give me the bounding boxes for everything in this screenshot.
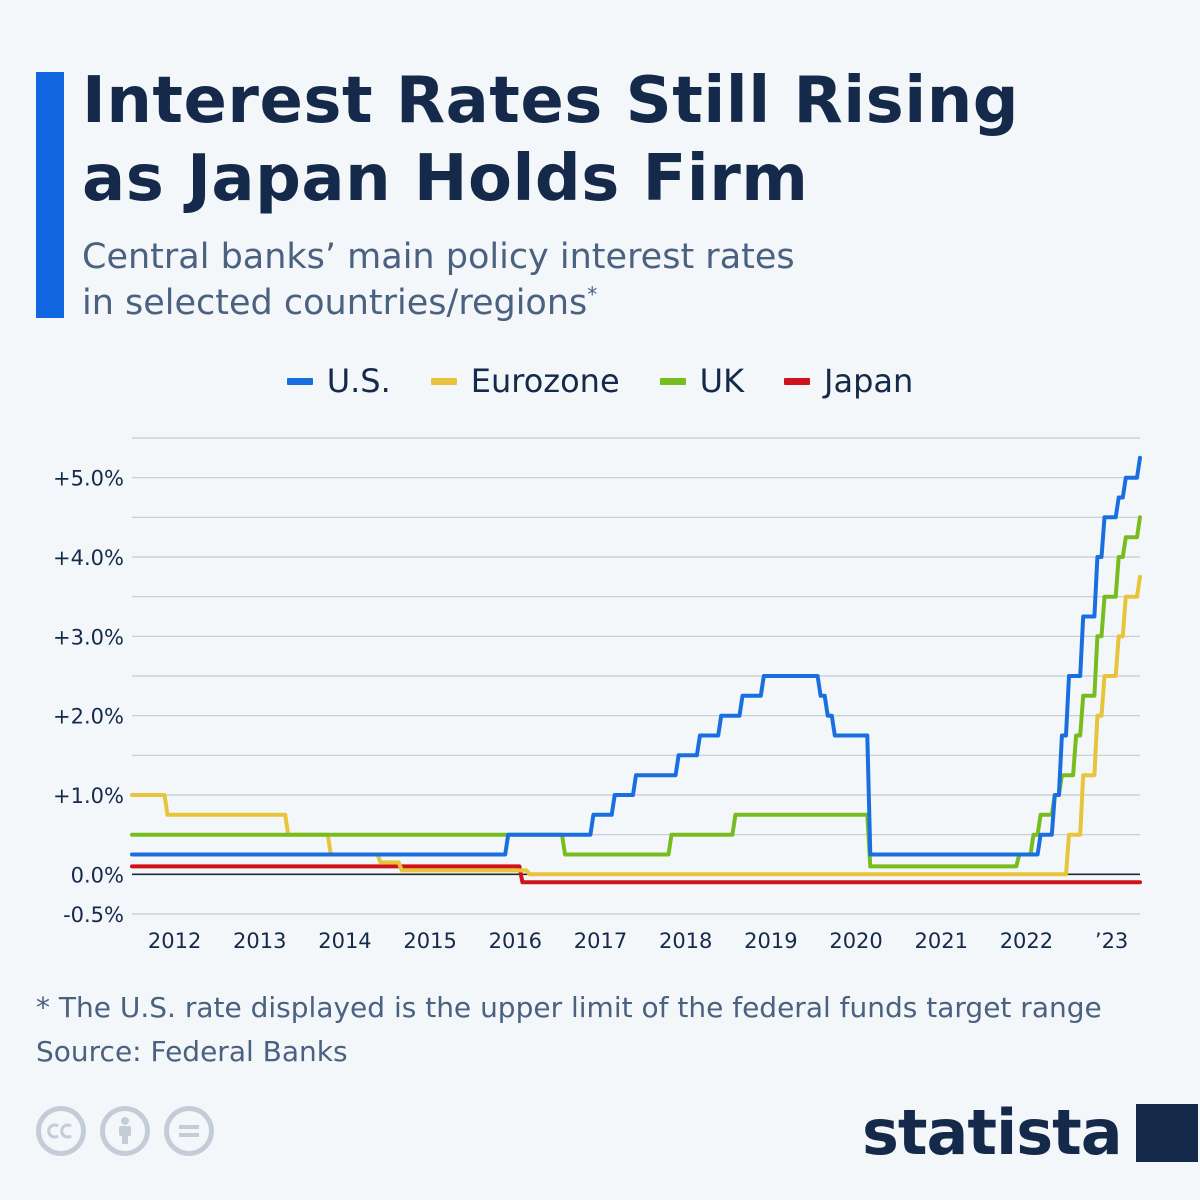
y-tick-label: +3.0% bbox=[53, 625, 124, 649]
y-tick-label: +2.0% bbox=[53, 705, 124, 729]
legend-item-uk: UK bbox=[659, 362, 745, 400]
subtitle-footnote-mark: * bbox=[587, 282, 598, 307]
brand: statista bbox=[862, 1098, 1198, 1168]
chart-legend: U.S. Eurozone UK Japan bbox=[0, 362, 1200, 400]
x-tick-label: 2020 bbox=[829, 929, 882, 953]
x-tick-label: 2019 bbox=[744, 929, 797, 953]
chart-subtitle: Central banks’ main policy interest rate… bbox=[82, 234, 1082, 326]
source-text: Source: Federal Banks bbox=[36, 1035, 348, 1068]
legend-label-uk: UK bbox=[699, 362, 745, 400]
legend-item-eurozone: Eurozone bbox=[430, 362, 620, 400]
y-tick-label: -0.5% bbox=[63, 903, 124, 927]
axis-layer: +5.0% +4.0% +3.0% +2.0% +1.0% 0.0% -0.5% 2012 20… bbox=[53, 467, 1128, 953]
x-tick-label: ’23 bbox=[1095, 929, 1128, 953]
y-tick-label: +1.0% bbox=[53, 784, 124, 808]
y-tick-label: +5.0% bbox=[53, 467, 124, 491]
x-tick-label: 2015 bbox=[403, 929, 456, 953]
legend-item-us: U.S. bbox=[286, 362, 391, 400]
x-tick-label: 2017 bbox=[574, 929, 627, 953]
title-accent-bar bbox=[36, 72, 64, 318]
statista-logo-icon bbox=[1135, 1104, 1198, 1162]
x-tick-label: 2018 bbox=[659, 929, 712, 953]
legend-swatch-eurozone bbox=[430, 377, 457, 385]
title-line-2: as Japan Holds Firm bbox=[82, 142, 809, 216]
x-tick-label: 2021 bbox=[915, 929, 968, 953]
legend-label-japan: Japan bbox=[824, 362, 914, 400]
x-tick-label: 2014 bbox=[318, 929, 371, 953]
legend-item-japan: Japan bbox=[784, 362, 913, 400]
legend-swatch-japan bbox=[784, 377, 811, 385]
y-tick-label: 0.0% bbox=[71, 863, 124, 887]
x-tick-label: 2012 bbox=[148, 929, 201, 953]
series-line-us bbox=[130, 455, 1142, 857]
x-tick-label: 2016 bbox=[489, 929, 542, 953]
chart-title: Interest Rates Still Rising as Japan Hol… bbox=[82, 62, 1162, 218]
subtitle-line-2: in selected countries/regions* bbox=[82, 280, 1082, 326]
legend-label-eurozone: Eurozone bbox=[470, 362, 620, 400]
series-line-eurozone bbox=[130, 574, 1142, 877]
legend-label-us: U.S. bbox=[326, 362, 391, 400]
cc-icon[interactable] bbox=[36, 1106, 86, 1156]
series-layer bbox=[130, 455, 1142, 885]
legend-swatch-us bbox=[286, 377, 313, 385]
x-tick-label: 2013 bbox=[233, 929, 286, 953]
x-tick-label: 2022 bbox=[1000, 929, 1053, 953]
subtitle-line-2-text: in selected countries/regions bbox=[82, 283, 588, 323]
footnote: * The U.S. rate displayed is the upper l… bbox=[36, 986, 1156, 1074]
y-tick-label: +4.0% bbox=[53, 546, 124, 570]
footnote-text: * The U.S. rate displayed is the upper l… bbox=[36, 991, 1102, 1024]
attribution-icon[interactable] bbox=[100, 1106, 150, 1156]
license-icons bbox=[36, 1106, 214, 1156]
title-line-1: Interest Rates Still Rising bbox=[82, 64, 1020, 138]
no-derivatives-icon[interactable] bbox=[164, 1106, 214, 1156]
series-line-japan bbox=[130, 864, 1142, 885]
subtitle-line-1: Central banks’ main policy interest rate… bbox=[82, 237, 795, 277]
brand-name: statista bbox=[862, 1096, 1123, 1169]
grid-layer bbox=[132, 437, 1140, 915]
legend-swatch-uk bbox=[659, 377, 686, 385]
